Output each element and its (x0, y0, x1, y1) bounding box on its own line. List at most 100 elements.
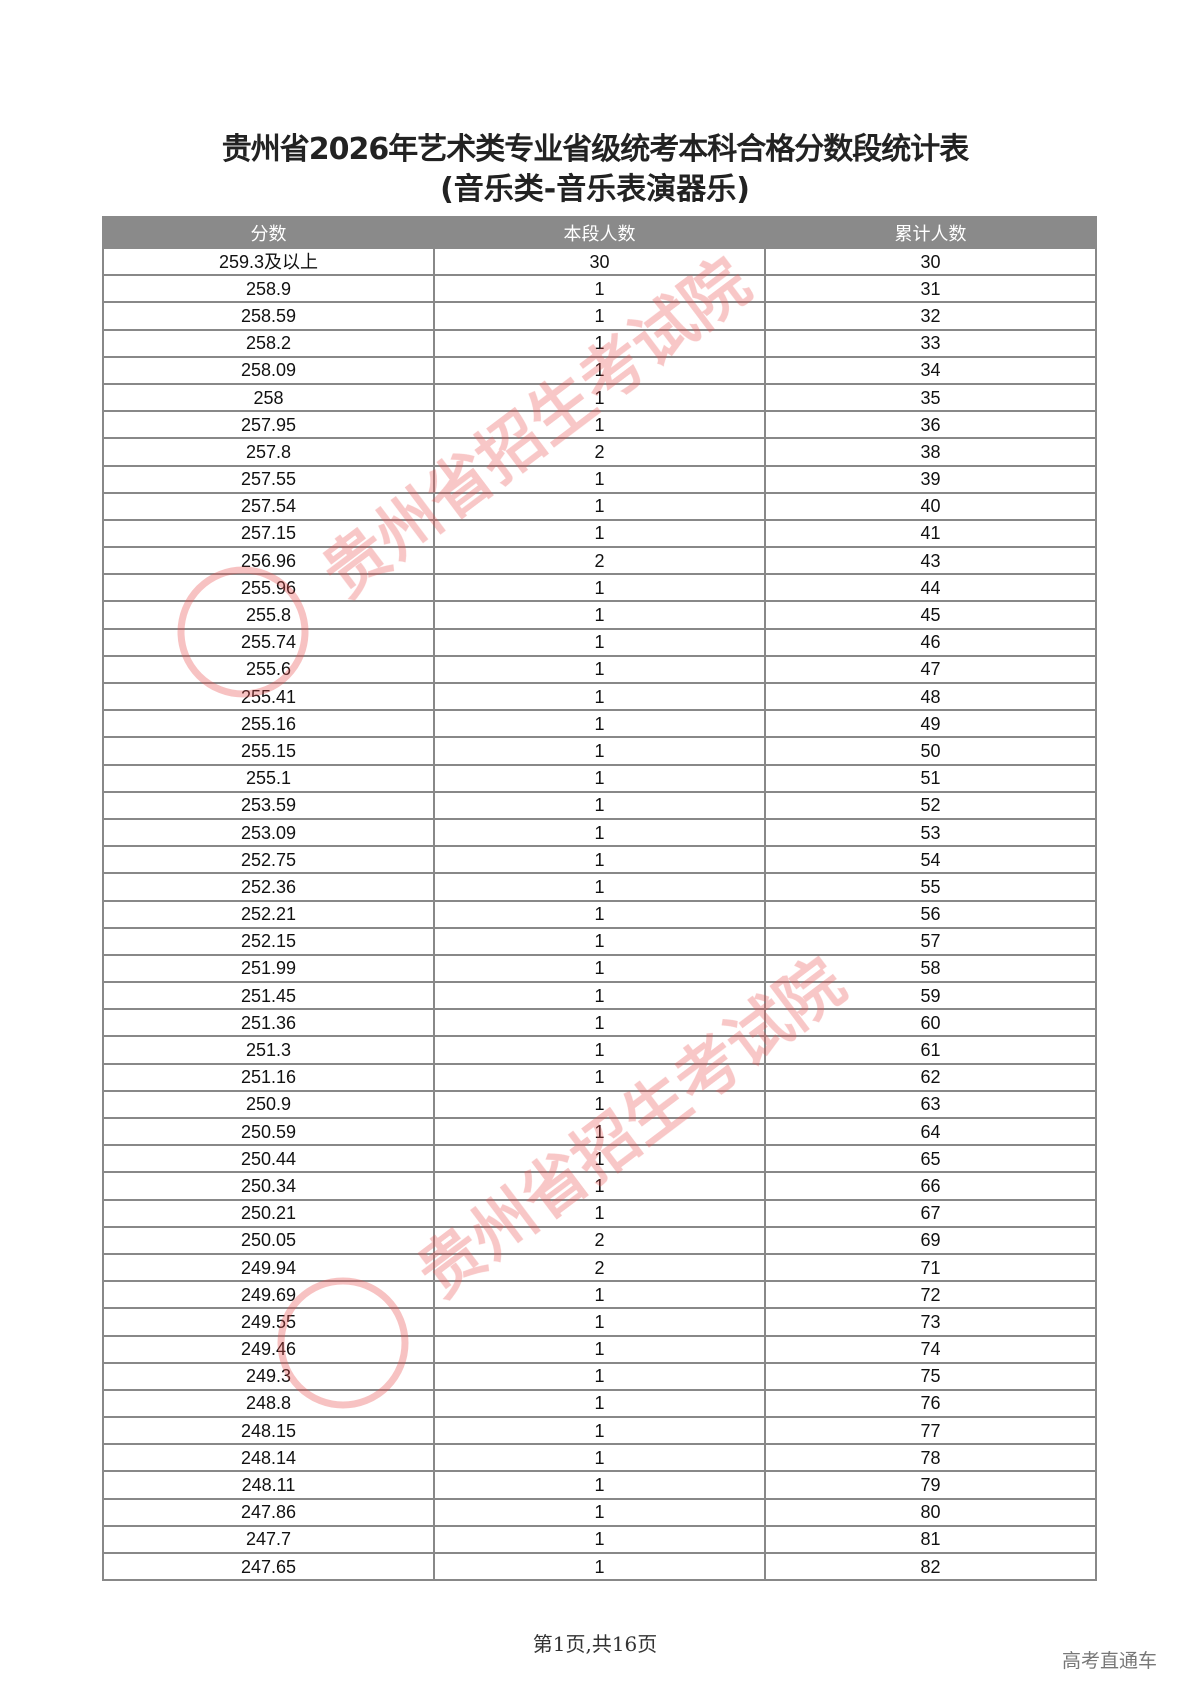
table-row: 250.9 1 63 (102, 1089, 1097, 1120)
cumulative-cell: 49 (764, 709, 1097, 739)
cumulative-cell: 78 (764, 1443, 1097, 1473)
score-cell: 258.59 (102, 301, 435, 331)
count-cell: 1 (433, 301, 766, 331)
count-cell: 2 (433, 1252, 766, 1283)
score-cell: 249.3 (102, 1361, 435, 1391)
cumulative-cell: 61 (764, 1035, 1097, 1065)
cumulative-cell: 58 (764, 953, 1097, 984)
count-cell: 1 (433, 1116, 766, 1147)
table-row: 248.15 1 77 (102, 1416, 1097, 1446)
cumulative-cell: 30 (764, 246, 1097, 277)
table-row: 258.59 1 32 (102, 301, 1097, 331)
table-row: 255.96 1 44 (102, 573, 1097, 603)
count-cell: 1 (433, 355, 766, 385)
cumulative-cell: 63 (764, 1089, 1097, 1120)
score-cell: 257.95 (102, 410, 435, 440)
cumulative-cell: 60 (764, 1008, 1097, 1038)
count-cell: 1 (433, 1497, 766, 1527)
score-cell: 248.14 (102, 1443, 435, 1473)
score-cell: 251.16 (102, 1062, 435, 1092)
count-cell: 1 (433, 1198, 766, 1228)
cumulative-cell: 47 (764, 654, 1097, 685)
score-cell: 249.94 (102, 1252, 435, 1283)
page-number: 第1页,共16页 (532, 1632, 658, 1656)
table-row: 258.9 1 31 (102, 274, 1097, 304)
score-cell: 249.46 (102, 1334, 435, 1364)
cumulative-cell: 36 (764, 410, 1097, 440)
cumulative-cell: 79 (764, 1470, 1097, 1500)
score-cell: 252.21 (102, 899, 435, 929)
cumulative-cell: 35 (764, 382, 1097, 413)
score-cell: 257.54 (102, 491, 435, 521)
score-cell: 251.45 (102, 981, 435, 1011)
count-cell: 1 (433, 1443, 766, 1473)
count-cell: 1 (433, 1524, 766, 1555)
table-row: 255.1 1 51 (102, 763, 1097, 793)
score-cell: 249.55 (102, 1307, 435, 1337)
cumulative-cell: 32 (764, 301, 1097, 331)
table-row: 256.96 2 43 (102, 546, 1097, 576)
cumulative-cell: 69 (764, 1225, 1097, 1255)
score-cell: 250.21 (102, 1198, 435, 1228)
table-row: 257.55 1 39 (102, 464, 1097, 494)
count-cell: 1 (433, 872, 766, 902)
count-cell: 1 (433, 1551, 766, 1582)
score-cell: 255.74 (102, 627, 435, 657)
table-row: 255.74 1 46 (102, 627, 1097, 657)
count-cell: 1 (433, 790, 766, 820)
page-subtitle: (音乐类-音乐表演器乐) (440, 172, 750, 207)
cumulative-cell: 48 (764, 681, 1097, 712)
cumulative-cell: 72 (764, 1280, 1097, 1310)
count-cell: 1 (433, 709, 766, 739)
count-cell: 1 (433, 491, 766, 521)
table-row: 252.75 1 54 (102, 845, 1097, 875)
table-row: 252.21 1 56 (102, 899, 1097, 929)
score-cell: 250.9 (102, 1089, 435, 1120)
score-cell: 251.3 (102, 1035, 435, 1065)
cumulative-cell: 81 (764, 1524, 1097, 1555)
score-cell: 255.1 (102, 763, 435, 793)
score-cell: 258.09 (102, 355, 435, 385)
table-row: 248.14 1 78 (102, 1443, 1097, 1473)
table-row: 247.7 1 81 (102, 1524, 1097, 1555)
cumulative-cell: 62 (764, 1062, 1097, 1092)
count-cell: 1 (433, 1062, 766, 1092)
score-cell: 253.09 (102, 817, 435, 848)
table-row: 257.8 2 38 (102, 437, 1097, 467)
cumulative-cell: 57 (764, 926, 1097, 956)
table-row: 251.16 1 62 (102, 1062, 1097, 1092)
count-cell: 1 (433, 518, 766, 549)
count-cell: 1 (433, 981, 766, 1011)
cumulative-cell: 34 (764, 355, 1097, 385)
count-cell: 1 (433, 600, 766, 630)
table-row: 258 1 35 (102, 382, 1097, 413)
cumulative-cell: 54 (764, 845, 1097, 875)
count-cell: 1 (433, 899, 766, 929)
cumulative-cell: 43 (764, 546, 1097, 576)
table-row: 255.15 1 50 (102, 736, 1097, 766)
score-cell: 257.55 (102, 464, 435, 494)
score-cell: 255.16 (102, 709, 435, 739)
table-row: 248.11 1 79 (102, 1470, 1097, 1500)
score-cell: 248.15 (102, 1416, 435, 1446)
count-cell: 1 (433, 328, 766, 358)
cumulative-cell: 40 (764, 491, 1097, 521)
cumulative-cell: 59 (764, 981, 1097, 1011)
cumulative-cell: 55 (764, 872, 1097, 902)
count-cell: 1 (433, 845, 766, 875)
cumulative-cell: 44 (764, 573, 1097, 603)
count-cell: 2 (433, 437, 766, 467)
count-cell: 1 (433, 1388, 766, 1419)
cumulative-cell: 67 (764, 1198, 1097, 1228)
table-row: 248.8 1 76 (102, 1388, 1097, 1419)
score-cell: 252.75 (102, 845, 435, 875)
column-header-count: 本段人数 (433, 216, 766, 249)
table-row: 250.59 1 64 (102, 1116, 1097, 1147)
table-row: 249.94 2 71 (102, 1252, 1097, 1283)
count-cell: 2 (433, 1225, 766, 1255)
count-cell: 1 (433, 1280, 766, 1310)
count-cell: 1 (433, 1361, 766, 1391)
count-cell: 1 (433, 1307, 766, 1337)
score-cell: 258 (102, 382, 435, 413)
table-row: 250.05 2 69 (102, 1225, 1097, 1255)
